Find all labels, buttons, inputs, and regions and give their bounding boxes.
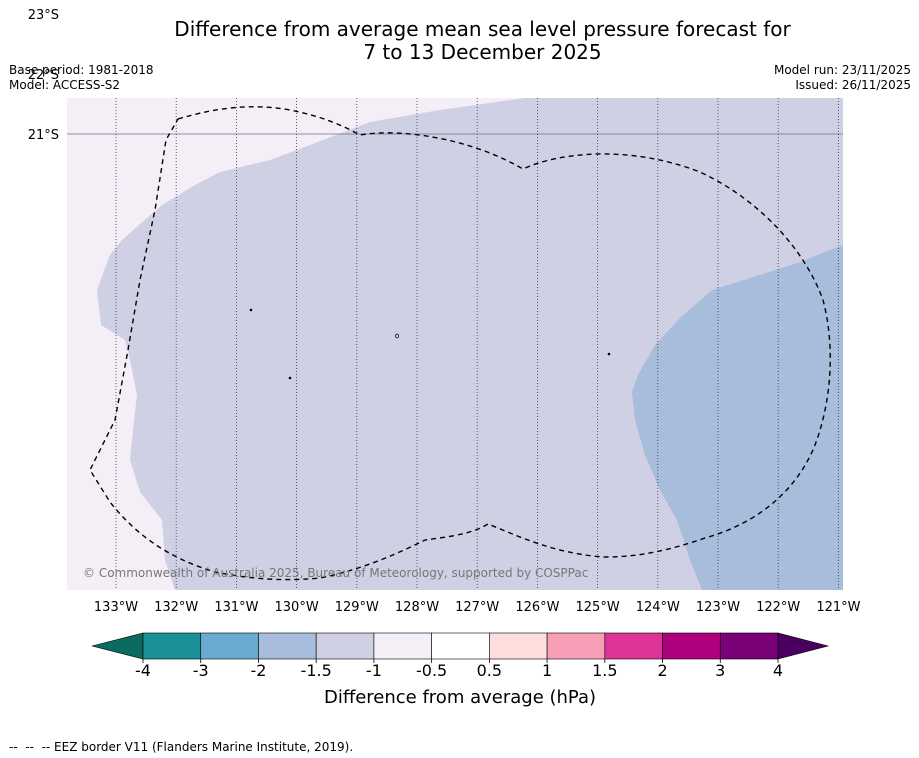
colorbar-extend-high: [777, 632, 830, 660]
longitude-label: 130°W: [275, 600, 319, 615]
colorbar: -4 -3 -2 -1.5 -1 -0.5 0.5 1 1.5 2 3 4: [91, 632, 830, 680]
longitude-label: 129°W: [335, 600, 379, 615]
title-line-2: 7 to 13 December 2025: [363, 40, 602, 64]
graticule: [67, 98, 843, 590]
colorbar-segment: [315, 632, 375, 660]
colorbar-tick-label: -0.5: [416, 661, 447, 680]
island-marker: [395, 333, 399, 339]
longitude-label: 132°W: [154, 600, 198, 615]
chart-title: Difference from average mean sea level p…: [0, 18, 919, 64]
longitude-label: 123°W: [696, 600, 740, 615]
island-marker: [249, 308, 253, 312]
meta-left: Base period: 1981-2018 Model: ACCESS-S2: [9, 63, 154, 93]
colorbar-tick-label: 2: [657, 661, 667, 680]
issued-date: Issued: 26/11/2025: [795, 78, 911, 92]
colorbar-segment: [142, 632, 202, 660]
colorbar-segment: [373, 632, 432, 660]
longitude-label: 131°W: [214, 600, 258, 615]
colorbar-label: Difference from average (hPa): [324, 687, 596, 708]
colorbar-tick-label: -1: [366, 661, 382, 680]
eez-border: [89, 106, 831, 581]
colorbar-tick-label: -3: [193, 661, 209, 680]
longitude-label: 128°W: [395, 600, 439, 615]
colorbar-tick-label: 0.5: [477, 661, 502, 680]
latitude-labels: 21°S22°S23°S24°S25°S26°S27°S: [28, 8, 59, 143]
colorbar-tick-label: 3: [715, 661, 725, 680]
latitude-label: 21°S: [28, 128, 59, 143]
colorbar-segment: [546, 632, 606, 660]
colorbar-segment: [431, 632, 490, 660]
island-marker: [607, 352, 611, 356]
colorbar-segment: [604, 632, 663, 660]
longitude-label: 124°W: [636, 600, 680, 615]
longitude-label: 126°W: [515, 600, 559, 615]
colorbar-segment: [489, 632, 548, 660]
longitude-labels: 133°W 132°W 131°W 130°W 129°W 128°W 127°W 126°W…: [94, 600, 861, 615]
longitude-label: 122°W: [756, 600, 800, 615]
colorbar-tick-label: -1.5: [301, 661, 332, 680]
title-line-1: Difference from average mean sea level p…: [174, 17, 791, 41]
meta-right: Model run: 23/11/2025 Issued: 26/11/2025: [774, 63, 911, 93]
colorbar-tick-label: 4: [773, 661, 783, 680]
colorbar-tick-label: 1.5: [592, 661, 617, 680]
latitude-label: 23°S: [28, 8, 59, 23]
colorbar-extend-low: [91, 632, 144, 660]
island-markers: [249, 308, 611, 380]
colorbar-segment: [719, 632, 779, 660]
longitude-label: 125°W: [576, 600, 620, 615]
colorbar-tick-label: -4: [135, 661, 151, 680]
map-area: © Commonwealth of Australia 2025, Bureau…: [67, 98, 843, 590]
model-name: Model: ACCESS-S2: [9, 78, 121, 92]
forecast-map: © Commonwealth of Australia 2025, Bureau…: [28, 8, 861, 708]
colorbar-segment: [662, 632, 721, 660]
model-run: Model run: 23/11/2025: [773, 63, 911, 77]
latitude-label: 22°S: [28, 68, 59, 83]
colorbar-tick-label: -2: [250, 661, 266, 680]
longitude-label: 127°W: [455, 600, 499, 615]
base-period: Base period: 1981-2018: [9, 63, 154, 77]
copyright-credit: © Commonwealth of Australia 2025, Bureau…: [83, 566, 588, 580]
colorbar-segment: [258, 632, 317, 660]
island-marker: [288, 376, 292, 380]
colorbar-segment: [200, 632, 259, 660]
longitude-label: 133°W: [94, 600, 138, 615]
eez-footnote: -- -- -- EEZ border V11 (Flanders Marine…: [9, 740, 354, 754]
longitude-label: 121°W: [816, 600, 860, 615]
anomaly-region-dark: [632, 245, 843, 590]
colorbar-tick-label: 1: [542, 661, 552, 680]
